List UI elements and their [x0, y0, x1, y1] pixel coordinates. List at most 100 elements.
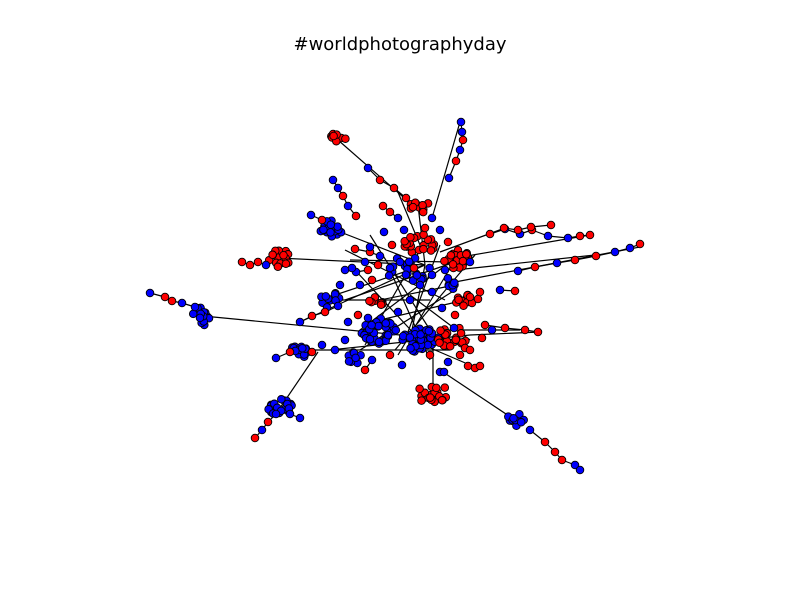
- node-red: [443, 237, 453, 247]
- node-blue: [295, 317, 305, 327]
- node-red: [387, 240, 397, 250]
- node-red: [375, 175, 385, 185]
- node-blue: [340, 335, 350, 345]
- node-red: [456, 329, 466, 338]
- node-red: [635, 239, 645, 249]
- node-blue: [367, 355, 377, 365]
- node-blue: [344, 357, 354, 366]
- node-red: [557, 455, 567, 465]
- node-blue: [456, 117, 466, 127]
- node-blue: [435, 225, 445, 235]
- node-red: [437, 396, 447, 405]
- node-blue: [516, 418, 526, 427]
- node-blue: [412, 271, 422, 280]
- node-blue: [306, 210, 316, 220]
- node-blue: [343, 317, 353, 327]
- node-red: [408, 202, 418, 212]
- node-blue: [379, 227, 389, 237]
- node-blue: [404, 257, 414, 266]
- node-red: [426, 246, 436, 255]
- node-red: [459, 301, 468, 310]
- node-blue: [515, 409, 524, 419]
- node-blue: [570, 460, 580, 470]
- node-red: [591, 251, 601, 261]
- node-red: [367, 275, 377, 285]
- node-red: [585, 230, 595, 240]
- node-blue: [188, 309, 198, 319]
- node-blue: [393, 307, 403, 317]
- node-red: [401, 193, 411, 203]
- node-blue: [383, 330, 393, 340]
- node-red: [458, 256, 468, 266]
- node-red: [417, 396, 426, 405]
- node-red: [451, 335, 461, 344]
- node-red: [446, 251, 456, 260]
- node-red: [454, 295, 463, 305]
- node-blue: [427, 287, 437, 297]
- node-blue: [575, 465, 585, 475]
- node-blue: [285, 409, 295, 419]
- node-red: [285, 347, 295, 357]
- node-red: [500, 323, 510, 333]
- node-red: [418, 207, 428, 217]
- node-blue: [295, 413, 305, 423]
- edge-layer: [149, 121, 641, 471]
- node-red: [307, 347, 317, 357]
- node-red: [480, 320, 490, 330]
- node-blue: [450, 278, 459, 287]
- node-blue: [443, 357, 453, 367]
- node-blue: [340, 265, 350, 275]
- node-red: [250, 433, 260, 443]
- node-blue: [261, 260, 271, 270]
- node-blue: [415, 280, 425, 290]
- node-red: [451, 156, 461, 166]
- node-red: [409, 263, 419, 273]
- node-blue: [406, 344, 415, 353]
- node-blue: [405, 295, 415, 305]
- node-red: [418, 200, 427, 210]
- node-blue: [397, 360, 407, 370]
- node-red: [530, 262, 540, 272]
- node-red: [160, 292, 170, 302]
- node-blue: [399, 225, 409, 235]
- node-red: [420, 223, 430, 233]
- node-blue: [563, 233, 573, 243]
- figure-title: #worldphotographyday: [293, 34, 507, 55]
- node-red: [450, 310, 460, 320]
- node-red: [363, 265, 373, 275]
- node-red: [400, 236, 409, 246]
- node-blue: [416, 330, 425, 339]
- node-red: [279, 250, 288, 260]
- edge: [431, 121, 461, 219]
- node-blue: [177, 298, 187, 308]
- node-blue: [381, 319, 391, 328]
- node-red: [376, 300, 386, 309]
- node-red: [268, 250, 277, 260]
- node-red: [167, 296, 177, 306]
- node-red: [455, 350, 465, 360]
- edge: [369, 234, 431, 331]
- node-red: [533, 327, 543, 337]
- node-red: [317, 215, 327, 225]
- node-layer: [145, 117, 645, 475]
- node-red: [575, 231, 585, 241]
- node-blue: [330, 345, 340, 355]
- node-blue: [427, 270, 437, 280]
- node-blue: [347, 263, 357, 273]
- node-blue: [326, 228, 335, 237]
- node-blue: [367, 320, 376, 330]
- node-red: [406, 232, 415, 242]
- node-blue: [190, 302, 200, 312]
- node-blue: [384, 271, 394, 280]
- node-red: [440, 383, 450, 392]
- node-red: [245, 260, 255, 270]
- node-red: [520, 325, 530, 335]
- node-blue: [360, 257, 370, 267]
- node-red: [351, 211, 361, 221]
- node-blue: [610, 247, 620, 257]
- node-blue: [405, 333, 415, 342]
- node-blue: [365, 242, 375, 252]
- node-blue: [625, 243, 635, 253]
- node-red: [440, 256, 449, 266]
- node-blue: [443, 274, 453, 283]
